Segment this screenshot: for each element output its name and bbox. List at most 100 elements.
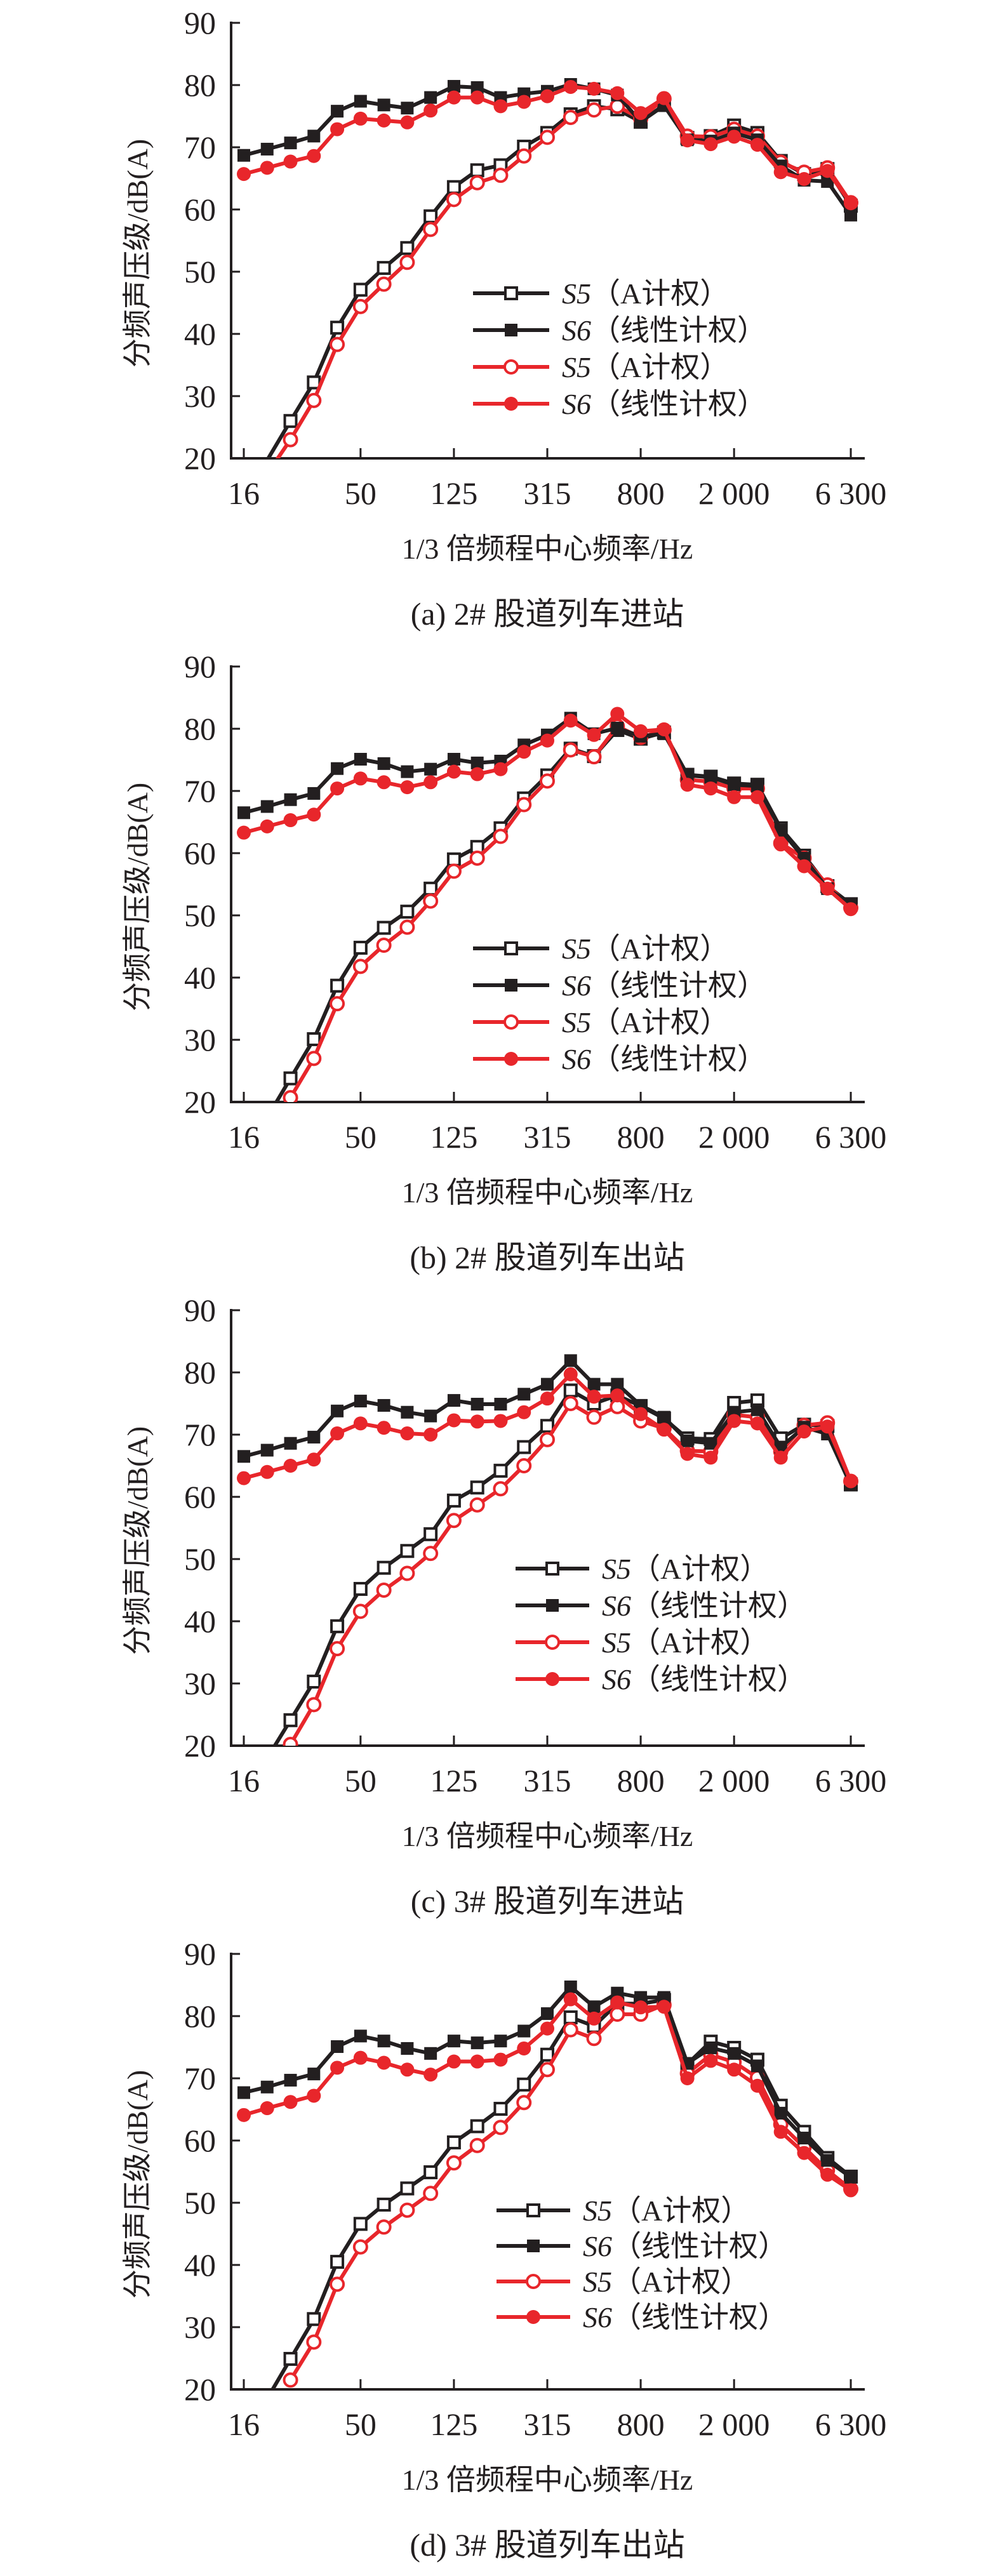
y-tick-label: 50	[184, 1541, 216, 1577]
data-point	[401, 1405, 414, 1419]
data-point	[401, 102, 414, 115]
data-point	[563, 79, 578, 94]
data-point	[563, 109, 578, 125]
data-point	[563, 742, 578, 758]
data-point	[330, 996, 345, 1012]
data-point	[446, 1493, 461, 1508]
data-point	[587, 1390, 601, 1404]
data-point	[284, 1437, 297, 1450]
data-point	[540, 733, 554, 748]
data-point	[517, 2041, 531, 2055]
legend: S5（A计权）S6（线性计权）S5（A计权）S6（线性计权）	[473, 933, 766, 1075]
data-point	[820, 881, 835, 896]
legend-item: S5（A计权）	[473, 1006, 729, 1039]
data-point	[283, 2095, 298, 2109]
data-point	[331, 105, 344, 118]
data-point	[563, 2010, 578, 2024]
legend-item: S6（线性计权）	[516, 1663, 806, 1696]
x-tick-label: 315	[524, 2407, 571, 2442]
data-point	[377, 920, 391, 935]
data-point	[447, 79, 460, 93]
data-point	[516, 2095, 532, 2111]
y-tick-label: 30	[184, 2309, 216, 2345]
y-tick-label: 20	[184, 1084, 216, 1120]
x-tick-label: 2 000	[698, 1119, 770, 1155]
legend-series-id: S5	[562, 933, 591, 965]
data-point	[680, 1447, 695, 1461]
data-point	[399, 919, 415, 935]
y-tick-label: 90	[184, 5, 216, 41]
data-point	[681, 1434, 694, 1447]
data-point	[237, 2108, 251, 2122]
legend-marker	[545, 1562, 559, 1576]
data-point	[377, 98, 390, 112]
legend-item: S5（A计权）	[516, 1553, 769, 1585]
legend-label: S5（A计权）	[602, 1626, 769, 1659]
legend-label: S6（线性计权）	[562, 388, 766, 420]
x-tick-label: 50	[345, 475, 377, 511]
legend-weighting: （线性计权）	[591, 388, 766, 420]
legend-item: S5（A计权）	[497, 2266, 750, 2298]
legend-label: S5（A计权）	[562, 1006, 729, 1039]
data-point	[307, 787, 321, 800]
data-point	[423, 2165, 438, 2179]
legend-weighting: （线性计权）	[612, 2301, 787, 2334]
data-point	[703, 137, 718, 152]
data-point	[680, 133, 695, 148]
data-point	[399, 2202, 415, 2218]
y-tick-label: 20	[184, 1728, 216, 1763]
data-point	[470, 2119, 484, 2134]
data-point	[307, 1452, 321, 1467]
legend-item: S6（线性计权）	[473, 388, 766, 420]
data-point	[469, 1497, 485, 1513]
data-point	[400, 2062, 415, 2077]
x-tick-label: 16	[228, 2407, 260, 2442]
data-point	[727, 1414, 742, 1428]
data-point	[400, 1544, 415, 1558]
data-point	[354, 1395, 367, 1408]
y-tick-label: 70	[184, 773, 216, 809]
y-tick-label: 60	[184, 2123, 216, 2158]
data-point	[376, 1583, 392, 1598]
data-point	[307, 2088, 321, 2103]
legend-marker	[505, 324, 517, 336]
data-point	[587, 2000, 601, 2014]
x-tick-label: 6 300	[815, 475, 887, 511]
data-point	[401, 765, 414, 778]
data-point	[493, 828, 509, 844]
data-point	[540, 1391, 554, 1406]
x-tick-label: 6 300	[815, 2407, 887, 2442]
legend-marker	[527, 2240, 540, 2252]
legend-weighting: （A计权）	[591, 351, 729, 383]
data-point	[774, 823, 787, 837]
x-tick-label: 800	[617, 1119, 665, 1155]
data-point	[844, 196, 858, 211]
data-point	[516, 797, 532, 813]
y-tick-label: 30	[184, 1022, 216, 1058]
legend-marker	[526, 2274, 541, 2289]
data-point	[284, 793, 297, 806]
y-tick-label: 30	[184, 1666, 216, 1701]
data-point	[331, 1404, 344, 1417]
chart-panel-a: 20 30 40 50 60 70 80 90 16 50 125 315 800 2 000 6 300 1…	[0, 0, 1000, 644]
legend-label: S5（A计权）	[583, 2194, 750, 2227]
legend-item: S6（线性计权）	[473, 1043, 766, 1075]
legend-weighting: （A计权）	[591, 277, 729, 310]
legend-label: S6（线性计权）	[562, 969, 766, 1002]
data-point	[424, 1409, 437, 1423]
data-point	[587, 1378, 601, 1391]
data-point	[377, 1560, 391, 1575]
data-point	[586, 102, 602, 118]
legend-label: S6（线性计权）	[562, 1043, 766, 1075]
legend-series-id: S5	[562, 277, 591, 310]
data-point	[540, 2062, 555, 2078]
y-axis-title: 分频声压级/dB(A)	[121, 783, 154, 1011]
legend-marker	[504, 397, 518, 411]
data-point	[307, 2068, 321, 2081]
data-point	[330, 2255, 345, 2269]
y-tick-label: 20	[184, 2372, 216, 2407]
data-point	[423, 1428, 438, 1442]
x-tick-label: 800	[617, 475, 665, 511]
data-point	[237, 1471, 251, 1485]
data-point	[727, 2062, 742, 2077]
